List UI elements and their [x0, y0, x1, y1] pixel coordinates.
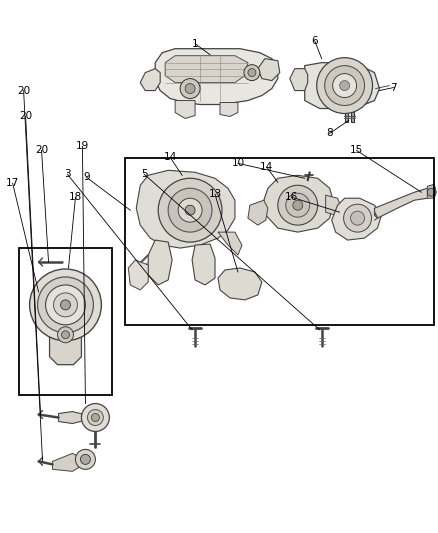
Circle shape [427, 188, 435, 196]
Polygon shape [192, 244, 215, 285]
Polygon shape [305, 63, 379, 109]
Polygon shape [140, 69, 160, 91]
Text: 5: 5 [141, 169, 148, 179]
Polygon shape [175, 101, 195, 118]
Polygon shape [374, 188, 431, 218]
Circle shape [178, 198, 202, 222]
Text: 17: 17 [6, 178, 19, 188]
Circle shape [30, 269, 101, 341]
Polygon shape [290, 69, 308, 91]
Text: 3: 3 [64, 169, 71, 179]
Circle shape [180, 78, 200, 99]
Circle shape [185, 84, 195, 94]
Text: 10: 10 [231, 158, 244, 168]
Circle shape [158, 178, 222, 242]
Circle shape [88, 409, 103, 425]
Circle shape [81, 403, 110, 432]
Polygon shape [350, 112, 353, 123]
Polygon shape [155, 49, 278, 104]
Text: 1: 1 [192, 39, 198, 49]
Circle shape [46, 285, 85, 325]
Circle shape [332, 74, 357, 98]
Circle shape [81, 455, 90, 464]
Circle shape [317, 58, 372, 114]
Polygon shape [326, 195, 342, 215]
Text: 14: 14 [163, 152, 177, 163]
Circle shape [60, 300, 71, 310]
Polygon shape [264, 175, 334, 232]
Circle shape [286, 193, 310, 217]
Polygon shape [136, 171, 235, 248]
Circle shape [168, 188, 212, 232]
Text: 15: 15 [350, 146, 363, 155]
Circle shape [61, 331, 70, 339]
Circle shape [343, 204, 371, 232]
Text: 13: 13 [208, 189, 222, 199]
Circle shape [75, 449, 95, 470]
Polygon shape [258, 59, 280, 80]
Polygon shape [49, 327, 81, 365]
Polygon shape [220, 102, 238, 117]
Circle shape [185, 205, 195, 215]
Text: 20: 20 [19, 111, 32, 122]
Circle shape [339, 80, 350, 91]
Polygon shape [345, 112, 348, 123]
Circle shape [293, 200, 303, 210]
Circle shape [244, 64, 260, 80]
Text: 6: 6 [311, 36, 318, 46]
Polygon shape [148, 240, 172, 285]
Circle shape [92, 414, 99, 422]
Polygon shape [218, 268, 262, 300]
Polygon shape [427, 184, 436, 198]
Text: 18: 18 [69, 192, 82, 202]
Text: 20: 20 [35, 146, 48, 155]
Text: 16: 16 [285, 192, 298, 202]
Text: 8: 8 [326, 128, 333, 139]
Circle shape [325, 66, 364, 106]
Circle shape [248, 69, 256, 77]
Bar [125, 158, 434, 325]
Polygon shape [59, 411, 88, 424]
Circle shape [278, 185, 318, 225]
Circle shape [53, 293, 78, 317]
Text: 14: 14 [260, 163, 273, 172]
Polygon shape [165, 55, 248, 83]
Text: 20: 20 [17, 86, 30, 95]
Circle shape [350, 211, 364, 225]
Text: 9: 9 [83, 172, 90, 182]
Bar [19, 248, 112, 394]
Polygon shape [53, 454, 81, 471]
Circle shape [57, 327, 74, 343]
Polygon shape [128, 260, 148, 290]
Circle shape [38, 277, 93, 333]
Text: 7: 7 [390, 83, 397, 93]
Polygon shape [218, 232, 242, 255]
Text: 19: 19 [76, 141, 89, 151]
Polygon shape [332, 198, 381, 240]
Polygon shape [248, 200, 268, 225]
